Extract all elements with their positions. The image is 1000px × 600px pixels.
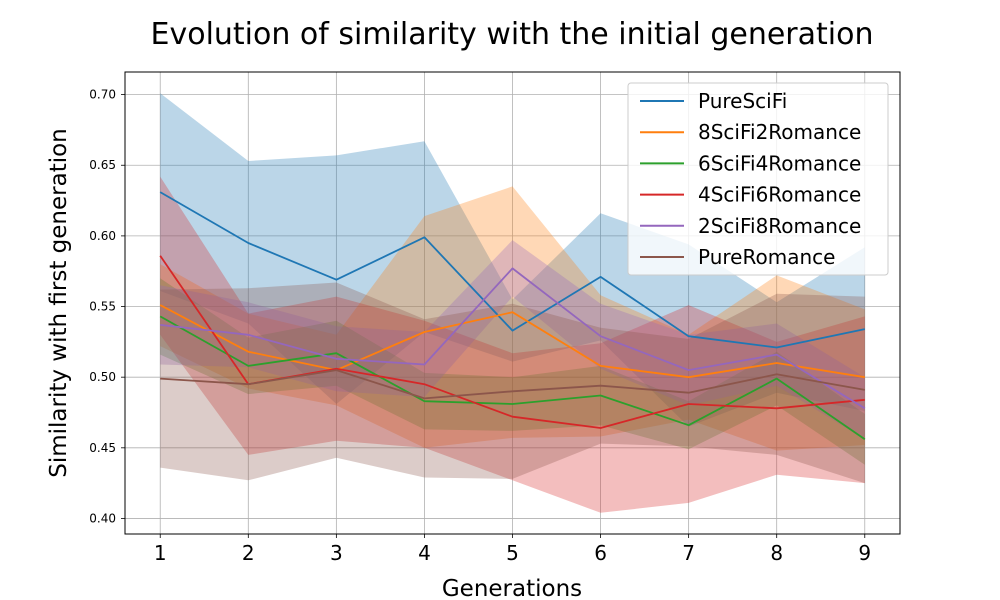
y-tick-label: 0.40 (89, 511, 116, 525)
x-tick-label: 7 (682, 541, 695, 565)
y-tick-label: 0.50 (89, 370, 116, 384)
grid (125, 72, 900, 534)
series-line (160, 267, 866, 410)
legend-label: 4SciFi6Romance (698, 183, 861, 207)
legend-label: 2SciFi8Romance (698, 214, 861, 238)
legend-label: PureRomance (698, 245, 835, 269)
chart-title: Evolution of similarity with the initial… (151, 17, 874, 52)
confidence-band (160, 93, 865, 427)
legend-label: 8SciFi2Romance (698, 120, 861, 144)
legend-label: PureSciFi (698, 89, 787, 113)
confidence-band (160, 186, 865, 451)
x-tick-label: 1 (154, 541, 167, 565)
y-tick-label: 0.70 (89, 88, 116, 102)
series-line (159, 191, 865, 349)
x-tick-label: 3 (330, 541, 343, 565)
y-axis-ticks: 0.40 0.45 0.50 0.55 0.60 0.65 0.70 (89, 88, 125, 525)
legend-label: 6SciFi4Romance (698, 151, 861, 175)
x-tick-label: 8 (770, 541, 783, 565)
series-lines (159, 191, 866, 441)
confidence-band (160, 282, 865, 484)
series-line (160, 369, 865, 400)
y-tick-label: 0.60 (89, 229, 116, 243)
confidence-bands (160, 93, 865, 513)
series-line (159, 315, 866, 441)
x-tick-label: 9 (858, 541, 871, 565)
y-axis-label: Similarity with first generation (46, 128, 72, 478)
y-tick-label: 0.55 (89, 300, 116, 314)
y-tick-label: 0.45 (89, 441, 116, 455)
x-tick-label: 6 (594, 541, 607, 565)
x-tick-label: 4 (418, 541, 431, 565)
x-tick-label: 2 (242, 541, 255, 565)
x-axis-label: Generations (442, 576, 582, 600)
y-tick-label: 0.65 (89, 158, 116, 172)
legend: PureSciFi 8SciFi2Romance 6SciFi4Romance 4Sc… (627, 82, 889, 276)
legend-box (627, 82, 889, 276)
x-tick-label: 5 (506, 541, 519, 565)
confidence-band (160, 240, 865, 440)
confidence-band (160, 176, 865, 513)
series-line (159, 304, 865, 379)
x-axis-ticks: 1 2 3 4 5 6 7 8 9 (154, 534, 871, 565)
confidence-band (160, 278, 865, 465)
